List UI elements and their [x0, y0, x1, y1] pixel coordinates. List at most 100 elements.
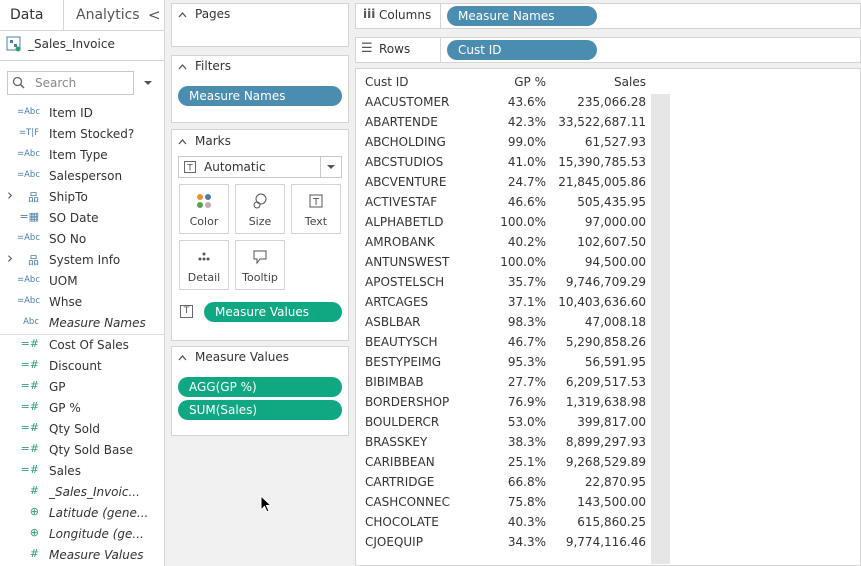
collapse-caret[interactable]	[178, 351, 187, 361]
search-box[interactable]	[7, 71, 134, 95]
collapse-button[interactable]: <	[148, 6, 161, 24]
table-cell: 399,817.00	[577, 415, 646, 429]
table-cell: CASHCONNEC	[365, 495, 450, 509]
mark-button[interactable]: Color	[179, 184, 229, 234]
field[interactable]: Item ID	[49, 106, 93, 120]
datasource-name[interactable]: _Sales_Invoice	[28, 37, 115, 51]
field[interactable]: Measure Values	[49, 548, 144, 562]
collapse-caret[interactable]	[178, 8, 187, 18]
field[interactable]: Item Type	[49, 148, 108, 162]
mark-type[interactable]: Automatic	[204, 160, 266, 174]
field-type-icon: =#	[20, 379, 39, 392]
table-cell: 15,390,785.53	[558, 155, 646, 169]
scrollbar[interactable]	[651, 94, 670, 564]
field[interactable]: GP	[49, 380, 66, 394]
mark-button-label: Text	[304, 215, 328, 228]
divider	[0, 60, 164, 61]
table-cell: 56,591.95	[584, 355, 646, 369]
table-cell: 9,746,709.29	[565, 275, 646, 289]
search-icon	[12, 76, 25, 89]
field[interactable]: ShipTo	[49, 190, 88, 204]
card-title: Filters	[195, 59, 231, 73]
table-cell: 94,500.00	[584, 255, 646, 269]
collapse-caret[interactable]	[178, 60, 187, 70]
table-cell: 47,008.18	[584, 315, 646, 329]
field[interactable]: System Info	[49, 253, 121, 267]
field[interactable]: Measure Names	[49, 316, 146, 330]
row-pill[interactable]: Cust ID	[447, 40, 597, 60]
shelf-label: Rows	[379, 42, 411, 56]
card-title: Pages	[195, 7, 231, 21]
mark-button-icon: T	[292, 193, 340, 209]
table-cell: 37.1%	[507, 295, 546, 309]
table-cell: APOSTELSCH	[365, 275, 445, 289]
divider	[440, 38, 441, 62]
field[interactable]: Item Stocked?	[49, 127, 135, 141]
search-placeholder: Search	[35, 76, 77, 90]
table-cell: ALPHABETLD	[365, 215, 444, 229]
measure-pill[interactable]: SUM(Sales)	[178, 400, 342, 420]
table-cell: 27.7%	[507, 375, 546, 389]
field-type-icon: =T|F	[18, 128, 39, 138]
field[interactable]: Qty Sold	[49, 422, 100, 436]
table-cell: 22,870.95	[584, 475, 646, 489]
table-cell: 66.8%	[507, 475, 546, 489]
mark-button[interactable]: Size	[235, 184, 285, 234]
field[interactable]: UOM	[49, 274, 78, 288]
field[interactable]: SO No	[49, 232, 87, 246]
table-cell: AACUSTOMER	[365, 95, 450, 109]
field-type-icon: =Abc	[17, 170, 41, 180]
expand-arrow[interactable]: ›	[7, 186, 13, 204]
tab[interactable]: Data	[10, 7, 44, 23]
card-title: Marks	[195, 134, 231, 148]
filter-pill[interactable]: Measure Names	[178, 86, 342, 106]
table-cell: BEAUTYSCH	[365, 335, 438, 349]
field[interactable]: Whse	[49, 295, 83, 309]
mark-button[interactable]: Detail	[179, 240, 229, 290]
table-cell: 95.3%	[507, 355, 546, 369]
marks-pill[interactable]: Measure Values	[204, 302, 342, 322]
field[interactable]: SO Date	[49, 211, 99, 225]
table-cell: 21,845,005.86	[558, 175, 646, 189]
tab[interactable]: Analytics	[76, 7, 140, 23]
field[interactable]: Cost Of Sales	[49, 338, 129, 352]
field[interactable]: Longitude (ge...	[49, 527, 144, 541]
divider	[0, 334, 164, 335]
table-cell: 35.7%	[507, 275, 546, 289]
field-type-icon: #	[29, 547, 39, 560]
field-type-icon: =#	[20, 421, 39, 434]
column-header: GP %	[514, 75, 546, 89]
field[interactable]: Qty Sold Base	[49, 443, 134, 457]
columns-shelf[interactable]	[355, 3, 861, 29]
dropdown-arrow[interactable]	[143, 79, 153, 87]
divider	[63, 0, 64, 30]
field-type-icon: =#	[20, 400, 39, 413]
field[interactable]: Salesperson	[49, 169, 123, 183]
field-type-icon: =Abc	[17, 296, 41, 306]
table-cell: 76.9%	[507, 395, 546, 409]
field[interactable]: GP %	[49, 401, 81, 415]
expand-arrow[interactable]: ›	[7, 249, 13, 267]
mark-type-dropdown[interactable]	[178, 156, 342, 178]
collapse-caret[interactable]	[178, 135, 187, 145]
divider	[0, 30, 164, 31]
field[interactable]: Latitude (gene...	[49, 506, 149, 520]
field[interactable]: Sales	[49, 464, 81, 478]
mark-button[interactable]: Tooltip	[235, 240, 285, 290]
measure-pill[interactable]: AGG(GP %)	[178, 377, 342, 397]
view-area: Cust ID GP % Sales AACUSTOMER 43.6% 235,066.2…	[355, 0, 861, 566]
field[interactable]: Discount	[49, 359, 102, 373]
table-cell: 24.7%	[507, 175, 546, 189]
mark-button[interactable]: T Text	[291, 184, 341, 234]
table-cell: ACTIVESTAF	[365, 195, 438, 209]
table-cell: 5,290,858.26	[565, 335, 646, 349]
mouse-cursor	[260, 495, 273, 513]
field-type-icon: =#	[20, 337, 39, 350]
field[interactable]: _Sales_Invoic...	[49, 485, 140, 499]
mark-button-label: Size	[248, 215, 272, 228]
column-pill[interactable]: Measure Names	[447, 6, 597, 26]
table-cell: BRASSKEY	[365, 435, 428, 449]
svg-text:T: T	[312, 197, 320, 208]
rows-shelf[interactable]	[355, 37, 861, 63]
